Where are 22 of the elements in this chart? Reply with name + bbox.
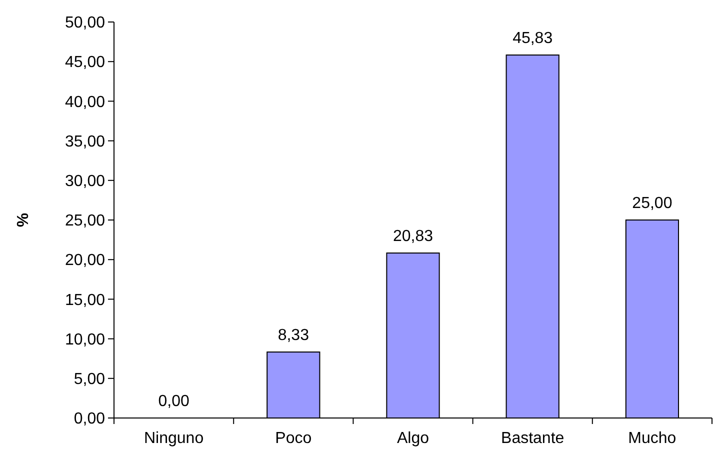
- y-tick-label: 25,00: [64, 212, 106, 230]
- x-tick-label: Ninguno: [144, 430, 204, 447]
- y-tick-label: 0,00: [74, 410, 106, 428]
- x-tick-label: Bastante: [501, 430, 564, 447]
- y-tick-label: 30,00: [64, 173, 106, 190]
- y-axis-title: %: [15, 212, 32, 228]
- data-label: 8,33: [278, 327, 310, 344]
- y-tick-label: 40,00: [64, 94, 106, 111]
- y-tick-label: 45,00: [64, 54, 106, 72]
- x-tick-label: Mucho: [628, 430, 676, 447]
- data-label: 0,00: [158, 393, 190, 410]
- x-tick-label: Poco: [275, 430, 312, 447]
- y-tick-label: 15,00: [64, 292, 106, 309]
- y-tick-label: 10,00: [64, 331, 106, 348]
- y-tick-label: 35,00: [64, 133, 106, 150]
- data-label: 45,83: [512, 30, 553, 48]
- y-tick-label: 50,00: [64, 14, 106, 32]
- x-tick-label: Algo: [396, 430, 430, 447]
- y-tick-label: 20,00: [64, 252, 106, 270]
- data-label: 25,00: [632, 195, 672, 212]
- data-label: 20,83: [392, 228, 434, 246]
- y-tick-label: 5,00: [74, 371, 106, 388]
